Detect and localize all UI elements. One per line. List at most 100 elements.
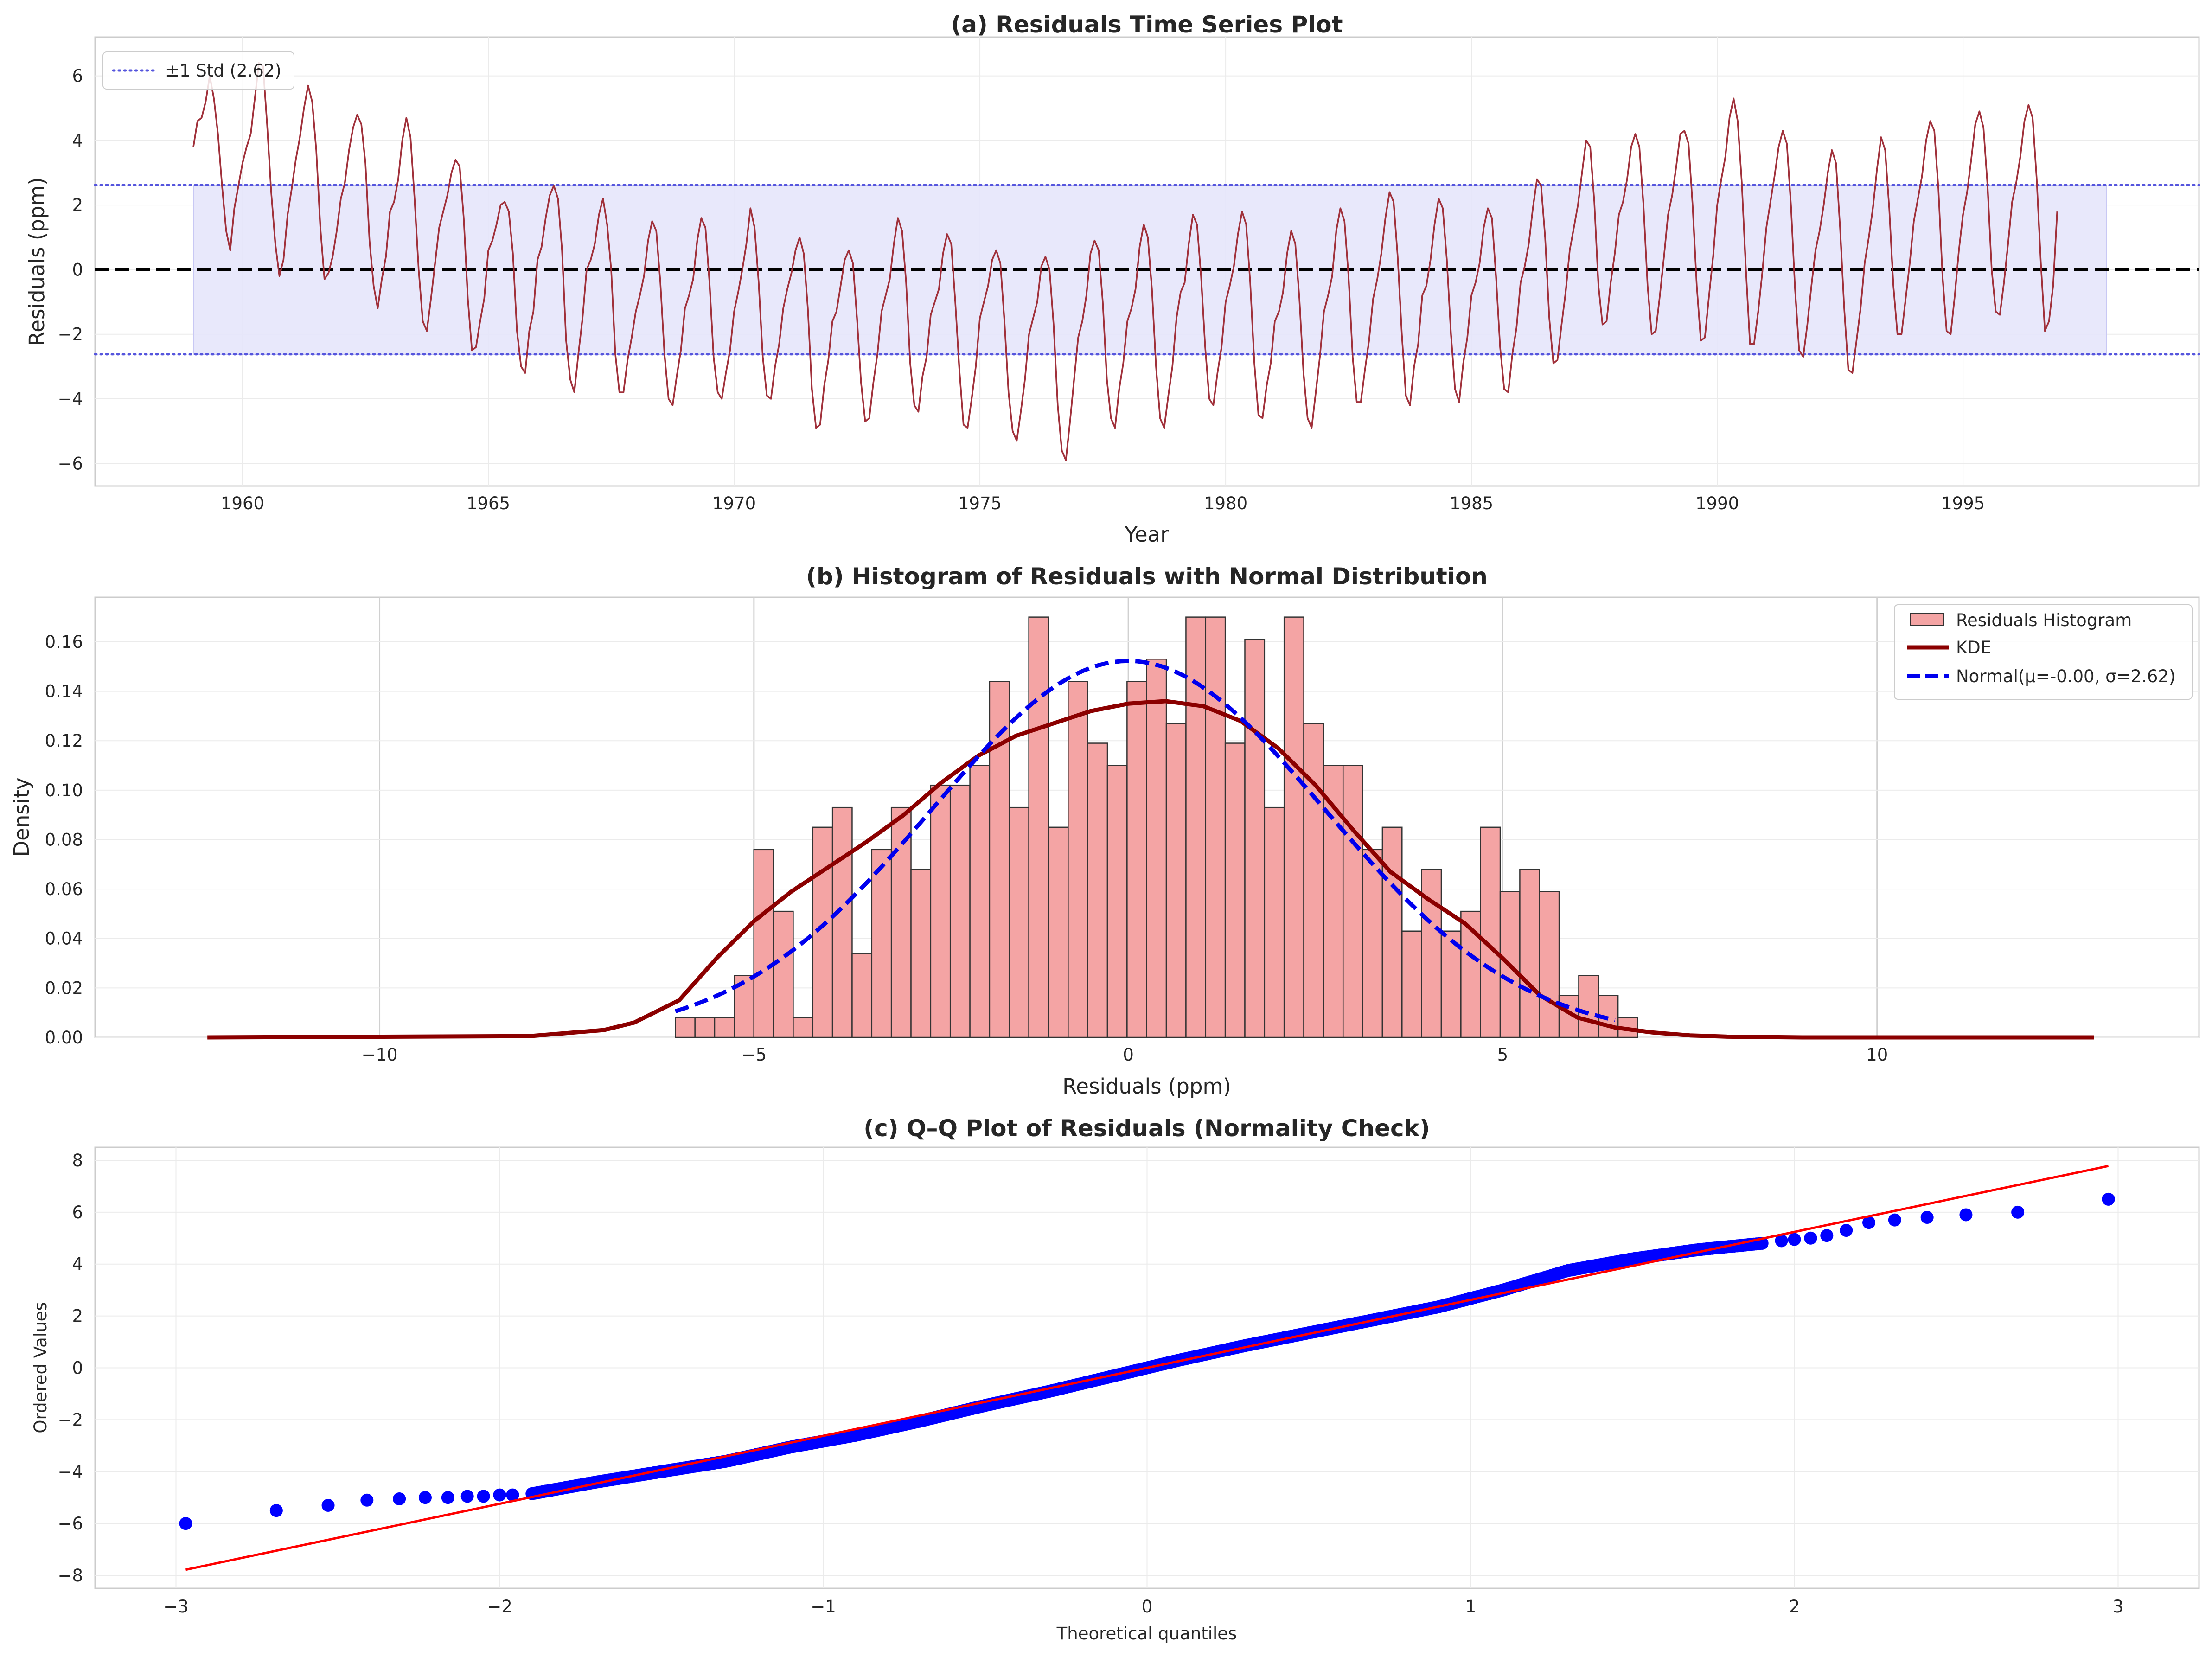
histogram-bar <box>1303 723 1324 1038</box>
y-tick-label: 6 <box>72 66 83 86</box>
panel-a-time-series: 1960 1965 1970 1975 1980 1985 1990 1995 −6 −4 −2 0… <box>25 11 2200 547</box>
y-tick-label: 0.00 <box>45 1028 83 1048</box>
panel-c-y-axis-label: Ordered Values <box>31 1302 51 1433</box>
x-tick-label: −2 <box>487 1597 512 1617</box>
histogram-bar <box>851 953 873 1038</box>
histogram-bar <box>675 1017 696 1038</box>
normal-curve <box>674 659 1616 1022</box>
qq-point <box>418 1491 432 1504</box>
panel-b-histogram-bars <box>675 616 1638 1038</box>
histogram-bar <box>1264 806 1285 1038</box>
x-tick-label: 0 <box>1123 1045 1134 1065</box>
x-tick-label: 1990 <box>1695 493 1739 513</box>
kde-curve <box>207 699 2094 1040</box>
qq-point <box>1862 1216 1876 1229</box>
legend-kde-label: KDE <box>1956 638 1991 658</box>
qq-point <box>493 1488 506 1502</box>
histogram-bar <box>949 784 971 1038</box>
panel-a-residual-series <box>192 62 2058 461</box>
qq-point <box>477 1490 490 1503</box>
histogram-bar <box>1578 975 1599 1038</box>
panel-b-title: (b) Histogram of Residuals with Normal D… <box>806 563 1488 590</box>
panel-b-legend: Residuals Histogram KDE Normal(μ=-0.00, … <box>1894 604 2193 700</box>
histogram-bar <box>969 765 991 1038</box>
x-tick-label: −5 <box>742 1045 767 1065</box>
panel-b-normal-curve <box>674 659 1616 1022</box>
x-tick-label: 1965 <box>467 493 510 513</box>
panel-c-fit-line <box>185 1164 2109 1571</box>
histogram-bar <box>1165 723 1187 1038</box>
x-tick-label: 1980 <box>1204 493 1247 513</box>
histogram-bar <box>1381 826 1403 1038</box>
qq-point <box>393 1492 406 1506</box>
histogram-bar <box>1028 616 1049 1038</box>
panel-b-histogram: −10 −5 0 5 10 0.000.020.040.060.080.100.120.… <box>9 563 2200 1099</box>
y-tick-label: −4 <box>58 389 83 409</box>
histogram-bar <box>989 681 1010 1038</box>
histogram-bar <box>1205 616 1226 1038</box>
x-tick-label: 1970 <box>712 493 756 513</box>
panel-b-x-tick-labels: −10 −5 0 5 10 <box>361 1045 1888 1065</box>
histogram-bar <box>1401 930 1422 1038</box>
x-tick-label: 1995 <box>1941 493 1985 513</box>
histogram-bar <box>1519 869 1540 1038</box>
y-tick-label: −4 <box>58 1462 83 1482</box>
histogram-bar <box>1146 659 1167 1038</box>
panel-c-x-tick-labels: −3 −2 −1 0 1 2 3 <box>163 1597 2123 1617</box>
residual-line <box>192 62 2058 461</box>
y-tick-label: −6 <box>58 1514 83 1534</box>
qq-point <box>2102 1192 2115 1206</box>
panel-b-x-axis-label: Residuals (ppm) <box>1062 1074 1231 1099</box>
y-tick-label: 4 <box>72 131 83 151</box>
qq-point <box>1820 1229 1834 1242</box>
x-tick-label: −1 <box>811 1597 836 1617</box>
y-tick-label: 8 <box>72 1151 83 1171</box>
panel-a-y-tick-labels: −6 −4 −2 0 2 4 6 <box>58 66 83 474</box>
y-tick-label: −2 <box>58 325 83 345</box>
qq-point <box>1775 1234 1788 1248</box>
panel-b-y-axis-label: Density <box>9 777 34 857</box>
y-tick-label: 0.06 <box>45 879 83 899</box>
qq-point <box>179 1517 192 1530</box>
histogram-bar <box>1244 639 1266 1038</box>
panel-a-x-axis-label: Year <box>1124 522 1169 547</box>
qq-point <box>269 1504 283 1517</box>
histogram-bar <box>1126 681 1147 1038</box>
y-tick-label: 0.08 <box>45 830 83 850</box>
legend-histogram-swatch <box>1910 613 1944 626</box>
panel-c-qq-plot: −3 −2 −1 0 1 2 3 −8 −6 −4 −2 0 2 4 6 8 (c) Q–Q Plot of… <box>31 1115 2200 1644</box>
y-tick-label: 0.12 <box>45 731 83 751</box>
panel-b-legend-box <box>1894 604 2193 700</box>
qq-point <box>1959 1208 1973 1222</box>
panel-a-reference-lines <box>94 184 2200 356</box>
legend-std-label: ±1 Std (2.62) <box>165 61 281 81</box>
panel-a-legend-box <box>102 51 294 90</box>
histogram-bar <box>773 910 794 1038</box>
x-tick-label: 1960 <box>221 493 264 513</box>
x-tick-label: −3 <box>163 1597 189 1617</box>
histogram-bar <box>1283 616 1304 1038</box>
y-tick-label: −6 <box>58 454 83 473</box>
qq-point <box>1840 1224 1853 1237</box>
qq-point <box>360 1493 374 1507</box>
qq-fit-line <box>185 1164 2109 1571</box>
y-tick-label: 4 <box>72 1254 83 1274</box>
panel-a-title: (a) Residuals Time Series Plot <box>951 11 1343 38</box>
histogram-bar <box>831 806 853 1038</box>
histogram-bar <box>1342 765 1363 1038</box>
legend-normal-label: Normal(μ=-0.00, σ=2.62) <box>1956 666 2175 686</box>
histogram-bar <box>871 849 892 1038</box>
y-tick-label: 2 <box>72 1306 83 1326</box>
panel-a-x-tick-labels: 1960 1965 1970 1975 1980 1985 1990 1995 <box>221 493 1985 513</box>
histogram-bar <box>930 784 951 1038</box>
histogram-bar <box>1480 826 1501 1038</box>
x-tick-label: 1975 <box>958 493 1002 513</box>
qq-point <box>1888 1213 1901 1227</box>
qq-point <box>460 1490 474 1503</box>
histogram-bar <box>1048 826 1069 1038</box>
histogram-bar <box>1106 765 1128 1038</box>
x-tick-label: 5 <box>1497 1045 1509 1065</box>
histogram-bar <box>1087 742 1108 1038</box>
y-tick-label: 0.14 <box>45 682 83 702</box>
